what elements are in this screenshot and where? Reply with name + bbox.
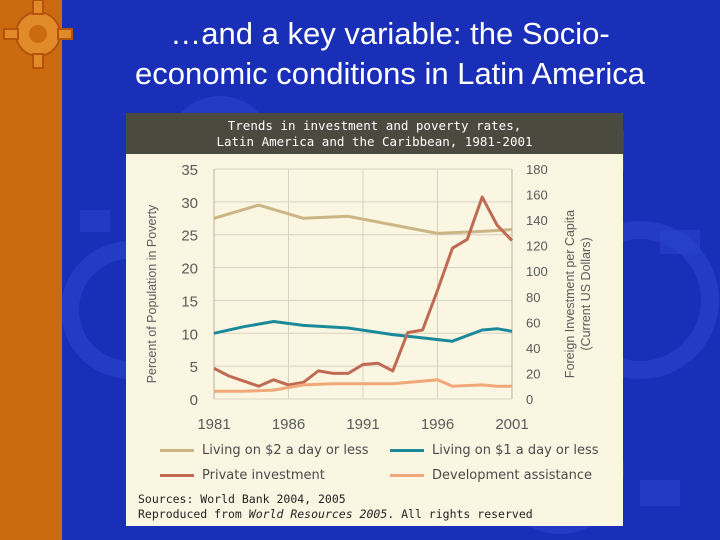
y-left-tick-label: 15: [181, 293, 198, 310]
series-line-development-assistance: [214, 378, 512, 393]
y-right-tick-label: 0: [526, 392, 533, 407]
y-axis-right-label-line-2: (Current US Dollars): [579, 237, 593, 350]
y-left-tick-label: 25: [181, 228, 198, 245]
y-right-tick-label: 180: [526, 162, 548, 177]
y-right-tick-label: 20: [526, 366, 540, 381]
y-left-tick-label: 0: [190, 392, 198, 409]
x-tick-label: 1986: [272, 416, 305, 433]
chart-title-line-2: Latin America and the Caribbean, 1981-20…: [216, 134, 533, 149]
y-right-tick-label: 60: [526, 315, 540, 330]
chart-title-line-1: Trends in investment and poverty rates,: [227, 118, 522, 133]
series-line-one-dollar: [213, 320, 513, 343]
series-layer: [213, 195, 514, 393]
source-line-1: Sources: World Bank 2004, 2005: [138, 492, 346, 506]
source-line-2: Reproduced from World Resources 2005. Al…: [138, 507, 533, 522]
y-right-tick-label: 80: [526, 290, 540, 305]
chart-sources: Sources: World Bank 2004, 2005 Reproduce…: [138, 492, 533, 522]
slide-title-line-1: …and a key variable: the Socio-: [170, 16, 610, 51]
source-suffix: . All rights reserved: [387, 507, 533, 521]
legend-swatch-development-assistance: [390, 474, 424, 477]
y-left-tick-label: 30: [181, 195, 198, 212]
x-tick-label: 1981: [197, 416, 230, 433]
gear-icon: [3, 0, 73, 69]
y-left-tick-label: 20: [181, 261, 198, 278]
legend-item-private-investment: Private investment: [160, 466, 325, 486]
y-axis-left-label: Percent of Population in Poverty: [145, 204, 159, 383]
y-axis-right-label-line-1: Foreign Investment per Capita: [563, 210, 577, 378]
y-right-tick-label: 140: [526, 213, 548, 228]
y-right-tick-label: 40: [526, 341, 540, 356]
legend-swatch-two-dollar: [160, 449, 194, 452]
legend-item-two-dollar: Living on $2 a day or less: [160, 441, 369, 461]
chart-figure: Trends in investment and poverty rates, …: [126, 113, 623, 526]
legend-item-one-dollar: Living on $1 a day or less: [390, 441, 599, 461]
y-right-tick-label: 160: [526, 188, 548, 203]
y-left-tick-label: 10: [181, 326, 198, 343]
y-axis-left-ticks: 0 5 10 15 20 25 30 35: [181, 162, 198, 409]
y-axis-right-ticks: 0 20 40 60 80 100 120 140 160 180: [526, 162, 548, 407]
x-tick-label: 1991: [346, 416, 379, 433]
x-tick-label: 1996: [421, 416, 454, 433]
y-left-tick-label: 5: [190, 359, 198, 376]
y-right-tick-label: 100: [526, 264, 548, 279]
slide-title-line-2: economic conditions in Latin America: [134, 56, 646, 91]
source-prefix: Reproduced from: [138, 507, 249, 521]
chart-grid: [213, 168, 513, 400]
x-tick-label: 2001: [495, 416, 528, 433]
series-line-two-dollar: [213, 203, 513, 235]
series-line-private-investment: [213, 195, 514, 388]
chart-title: Trends in investment and poverty rates, …: [126, 113, 623, 154]
legend-label-two-dollar: Living on $2 a day or less: [202, 443, 369, 458]
x-axis-ticks: 1981 1986 1991 1996 2001: [197, 416, 528, 433]
slide-title: …and a key variable: the Socio- economic…: [75, 14, 705, 94]
y-left-tick-label: 35: [181, 162, 198, 179]
legend-swatch-one-dollar: [390, 449, 424, 452]
legend-label-one-dollar: Living on $1 a day or less: [432, 443, 599, 458]
legend-label-private-investment: Private investment: [202, 468, 325, 483]
source-work-title: World Resources 2005: [248, 507, 388, 521]
left-accent-strip: [0, 0, 62, 540]
legend-label-development-assistance: Development assistance: [432, 468, 592, 483]
legend-item-development-assistance: Development assistance: [390, 466, 592, 486]
y-right-tick-label: 120: [526, 239, 548, 254]
legend-swatch-private-investment: [160, 474, 194, 477]
